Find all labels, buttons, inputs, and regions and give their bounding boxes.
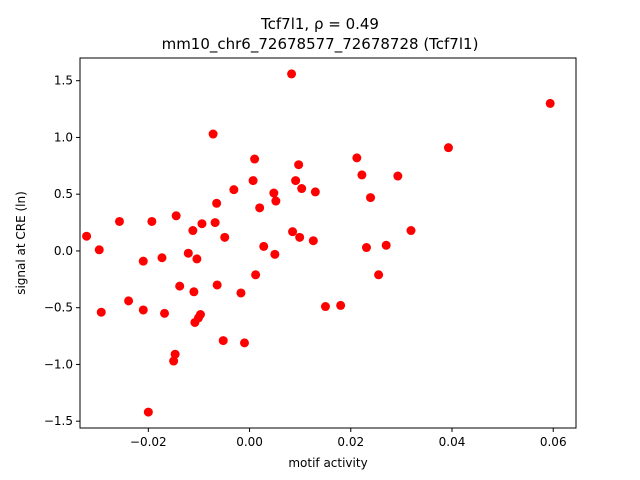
- chart-title-line1: Tcf7l1, ρ = 0.49: [260, 15, 379, 33]
- data-point: [361, 243, 371, 253]
- data-point: [255, 203, 265, 213]
- data-point: [357, 170, 367, 180]
- data-point: [336, 300, 346, 310]
- data-point: [270, 249, 280, 259]
- data-point: [195, 310, 205, 319]
- x-axis-ticks: −0.02 0.00 0.02 0.04 0.06: [130, 428, 567, 449]
- x-tick-label: 0.00: [236, 435, 263, 449]
- data-point: [393, 171, 403, 181]
- data-point: [160, 308, 170, 318]
- data-point: [169, 356, 179, 366]
- data-point: [94, 245, 104, 255]
- y-tick-label: −1.5: [44, 414, 73, 428]
- data-point: [189, 287, 199, 297]
- data-point: [239, 338, 249, 348]
- data-point: [138, 256, 148, 266]
- chart-title-line2: mm10_chr6_72678577_72678728 (Tcf7l1): [162, 35, 479, 54]
- y-tick-label: 0.0: [54, 244, 73, 258]
- data-point: [229, 185, 239, 195]
- x-tick-label: 0.04: [439, 435, 466, 449]
- data-point: [114, 216, 124, 226]
- data-point: [138, 305, 148, 315]
- data-point: [147, 216, 157, 226]
- data-point: [183, 248, 193, 258]
- data-point: [320, 302, 330, 312]
- data-point: [271, 196, 281, 206]
- data-point: [406, 226, 416, 236]
- data-point: [287, 69, 297, 79]
- data-point: [218, 336, 228, 346]
- data-point: [291, 176, 301, 186]
- y-axis-ticks: −1.5 −1.0 −0.5 0.0 0.5 1.0 1.5: [44, 74, 80, 428]
- data-point: [310, 187, 320, 197]
- y-axis-label: signal at CRE (ln): [14, 191, 28, 295]
- data-point: [192, 254, 202, 264]
- data-point: [269, 188, 279, 198]
- x-tick-label: −0.02: [130, 435, 167, 449]
- data-point: [295, 232, 305, 242]
- data-point: [381, 240, 391, 250]
- data-point: [248, 176, 258, 186]
- data-point: [259, 241, 269, 251]
- data-point: [212, 280, 222, 290]
- y-tick-label: 1.5: [54, 74, 73, 88]
- data-points: [82, 69, 555, 417]
- y-tick-label: −0.5: [44, 301, 73, 315]
- data-point: [82, 231, 92, 241]
- y-tick-label: 0.5: [54, 187, 73, 201]
- data-point: [251, 270, 261, 280]
- data-point: [443, 143, 453, 153]
- data-point: [96, 307, 106, 317]
- data-point: [308, 236, 318, 246]
- data-point: [250, 154, 260, 164]
- data-point: [197, 219, 207, 229]
- data-point: [297, 184, 307, 194]
- data-point: [294, 160, 304, 170]
- x-tick-label: 0.06: [540, 435, 567, 449]
- data-point: [208, 129, 218, 139]
- data-point: [124, 296, 134, 306]
- data-point: [212, 198, 222, 208]
- y-tick-label: −1.0: [44, 357, 73, 371]
- data-point: [366, 193, 376, 203]
- data-point: [157, 253, 167, 263]
- data-point: [171, 211, 181, 221]
- data-point: [236, 288, 246, 298]
- data-point: [175, 281, 185, 291]
- y-tick-label: 1.0: [54, 130, 73, 144]
- plot-frame: [79, 57, 577, 429]
- data-point: [352, 153, 362, 163]
- data-point: [210, 218, 220, 228]
- x-axis-label: motif activity: [288, 456, 367, 470]
- data-point: [188, 226, 198, 236]
- data-point: [170, 349, 180, 359]
- data-point: [288, 227, 298, 237]
- data-point: [143, 407, 153, 417]
- data-point: [545, 98, 555, 108]
- data-point: [220, 232, 230, 242]
- x-tick-label: 0.02: [337, 435, 364, 449]
- data-point: [374, 270, 384, 280]
